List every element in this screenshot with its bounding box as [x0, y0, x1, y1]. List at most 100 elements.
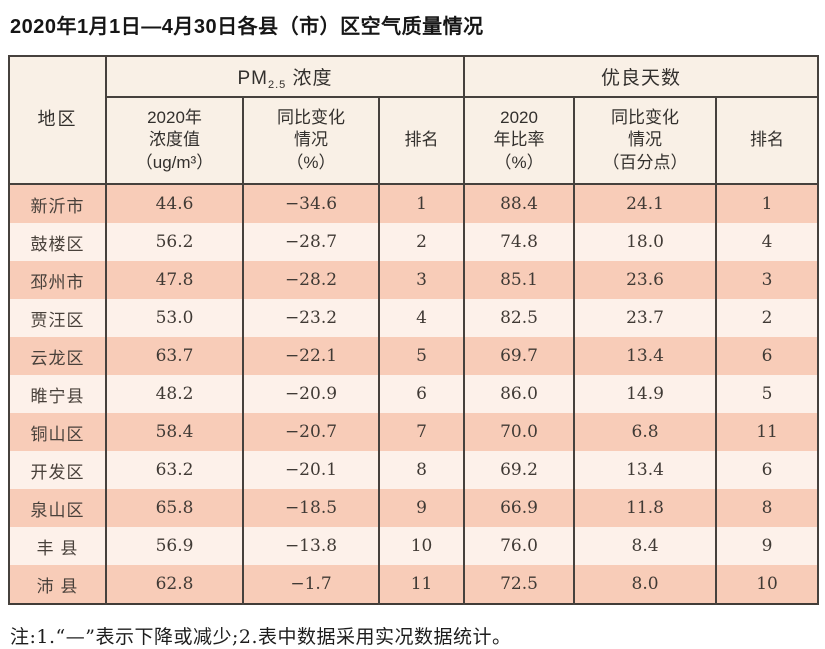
ratio-change-cell: 18.0 [573, 223, 718, 261]
region-cell: 贾汪区 [8, 299, 107, 337]
pm-rank-cell: 11 [377, 565, 466, 604]
pm-change-cell: −23.2 [242, 299, 380, 337]
pm-change-cell: −34.6 [242, 184, 380, 223]
ratio-rank-cell: 5 [715, 375, 820, 413]
region-cell: 云龙区 [8, 337, 107, 375]
pm-change-cell: −28.7 [242, 223, 380, 261]
ratio-change-cell: 24.1 [573, 184, 718, 223]
ratio-rank-cell: 2 [715, 299, 820, 337]
table-row: 泉山区 65.8 −18.5 9 66.9 11.8 8 [8, 489, 820, 527]
ratio-rank-cell: 9 [715, 527, 820, 565]
col-group-pm25: PM2.5 浓度 [104, 55, 466, 98]
table-header: 地区 PM2.5 浓度 优良天数 2020年 浓度值 （ug/m³） 同比变化 … [8, 55, 820, 185]
table-row: 沛 县 62.8 −1.7 11 72.5 8.0 10 [8, 565, 820, 604]
pm-change-cell: −20.9 [242, 375, 380, 413]
page-title: 2020年1月1日—4月30日各县（市）区空气质量情况 [10, 16, 484, 38]
pm-value-cell: 53.0 [105, 299, 244, 337]
footnote: 注:1.“—”表示下降或减少;2.表中数据采用实况数据统计。 [10, 626, 512, 648]
ratio-rank-cell: 3 [715, 261, 820, 299]
table-body: 新沂市 44.6 −34.6 1 88.4 24.1 1 鼓楼区 56.2 −28.7 2 74.8 1… [8, 184, 820, 604]
pm-rank-cell: 6 [377, 375, 466, 413]
table-row: 新沂市 44.6 −34.6 1 88.4 24.1 1 [8, 184, 820, 223]
ratio-value-cell: 85.1 [463, 261, 576, 299]
pm-change-cell: −22.1 [242, 337, 380, 375]
ratio-change-cell: 11.8 [573, 489, 718, 527]
pm-rank-cell: 8 [377, 451, 466, 489]
region-cell: 丰 县 [8, 527, 107, 565]
region-cell: 泉山区 [8, 489, 107, 527]
table-row: 丰 县 56.9 −13.8 10 76.0 8.4 9 [8, 527, 820, 565]
ratio-change-cell: 13.4 [573, 337, 718, 375]
pm-value-cell: 63.7 [105, 337, 244, 375]
pm-value-cell: 65.8 [105, 489, 244, 527]
pm-value-cell: 63.2 [105, 451, 244, 489]
header-group-row: 地区 PM2.5 浓度 优良天数 [8, 55, 820, 185]
col-group-good-days: 优良天数 [463, 55, 820, 98]
ratio-change-cell: 8.0 [573, 565, 718, 604]
ratio-rank-cell: 11 [715, 413, 820, 451]
air-quality-table: 地区 PM2.5 浓度 优良天数 2020年 浓度值 （ug/m³） 同比变化 … [8, 55, 820, 605]
table-row: 云龙区 63.7 −22.1 5 69.7 13.4 6 [8, 337, 820, 375]
pm-value-cell: 48.2 [105, 375, 244, 413]
ratio-rank-cell: 4 [715, 223, 820, 261]
pm-change-cell: −28.2 [242, 261, 380, 299]
ratio-rank-cell: 8 [715, 489, 820, 527]
ratio-value-cell: 76.0 [463, 527, 576, 565]
pm-rank-cell: 10 [377, 527, 466, 565]
pm-rank-cell: 4 [377, 299, 466, 337]
pm-rank-cell: 7 [377, 413, 466, 451]
header-sub-row: 2020年 浓度值 （ug/m³） 同比变化 情况 （%） 排名 2020 年比… [9, 96, 820, 185]
region-cell: 新沂市 [8, 184, 107, 223]
ratio-rank-cell: 6 [715, 337, 820, 375]
region-cell: 睢宁县 [8, 375, 107, 413]
pm25-label-suffix: 浓度 [286, 67, 333, 89]
pm25-label-prefix: PM [237, 67, 268, 89]
table-row: 铜山区 58.4 −20.7 7 70.0 6.8 11 [8, 413, 820, 451]
ratio-change-cell: 8.4 [573, 527, 718, 565]
region-cell: 鼓楼区 [8, 223, 107, 261]
pm-change-cell: −1.7 [242, 565, 380, 604]
col-header-pm-rank: 排名 [377, 96, 466, 185]
pm-rank-cell: 5 [377, 337, 466, 375]
col-header-region: 地区 [8, 55, 107, 185]
region-cell: 邳州市 [8, 261, 107, 299]
pm-rank-cell: 3 [377, 261, 466, 299]
region-cell: 铜山区 [8, 413, 107, 451]
pm-value-cell: 62.8 [105, 565, 244, 604]
pm-value-cell: 56.9 [105, 527, 244, 565]
table-row: 邳州市 47.8 −28.2 3 85.1 23.6 3 [8, 261, 820, 299]
pm-rank-cell: 9 [377, 489, 466, 527]
table-row: 开发区 63.2 −20.1 8 69.2 13.4 6 [8, 451, 820, 489]
ratio-value-cell: 74.8 [463, 223, 576, 261]
ratio-change-cell: 23.7 [573, 299, 718, 337]
pm-value-cell: 44.6 [105, 184, 244, 223]
pm-change-cell: −20.7 [242, 413, 380, 451]
pm-change-cell: −20.1 [242, 451, 380, 489]
pm-value-cell: 47.8 [105, 261, 244, 299]
ratio-rank-cell: 1 [715, 184, 820, 223]
ratio-value-cell: 82.5 [463, 299, 576, 337]
ratio-change-cell: 13.4 [573, 451, 718, 489]
ratio-value-cell: 66.9 [463, 489, 576, 527]
ratio-change-cell: 23.6 [573, 261, 718, 299]
pm-change-cell: −18.5 [242, 489, 380, 527]
ratio-change-cell: 6.8 [573, 413, 718, 451]
pm-rank-cell: 2 [377, 223, 466, 261]
ratio-rank-cell: 6 [715, 451, 820, 489]
table-row: 鼓楼区 56.2 −28.7 2 74.8 18.0 4 [8, 223, 820, 261]
pm-value-cell: 56.2 [105, 223, 244, 261]
ratio-value-cell: 69.7 [463, 337, 576, 375]
ratio-value-cell: 70.0 [463, 413, 576, 451]
col-header-pm-change: 同比变化 情况 （%） [242, 96, 380, 185]
table-row: 贾汪区 53.0 −23.2 4 82.5 23.7 2 [8, 299, 820, 337]
col-header-ratio-change: 同比变化 情况 （百分点） [573, 96, 718, 185]
table-row: 睢宁县 48.2 −20.9 6 86.0 14.9 5 [8, 375, 820, 413]
region-cell: 开发区 [8, 451, 107, 489]
col-header-ratio-rank: 排名 [715, 96, 820, 185]
ratio-change-cell: 14.9 [573, 375, 718, 413]
ratio-value-cell: 88.4 [463, 184, 576, 223]
ratio-value-cell: 72.5 [463, 565, 576, 604]
pm-value-cell: 58.4 [105, 413, 244, 451]
pm-change-cell: −13.8 [242, 527, 380, 565]
